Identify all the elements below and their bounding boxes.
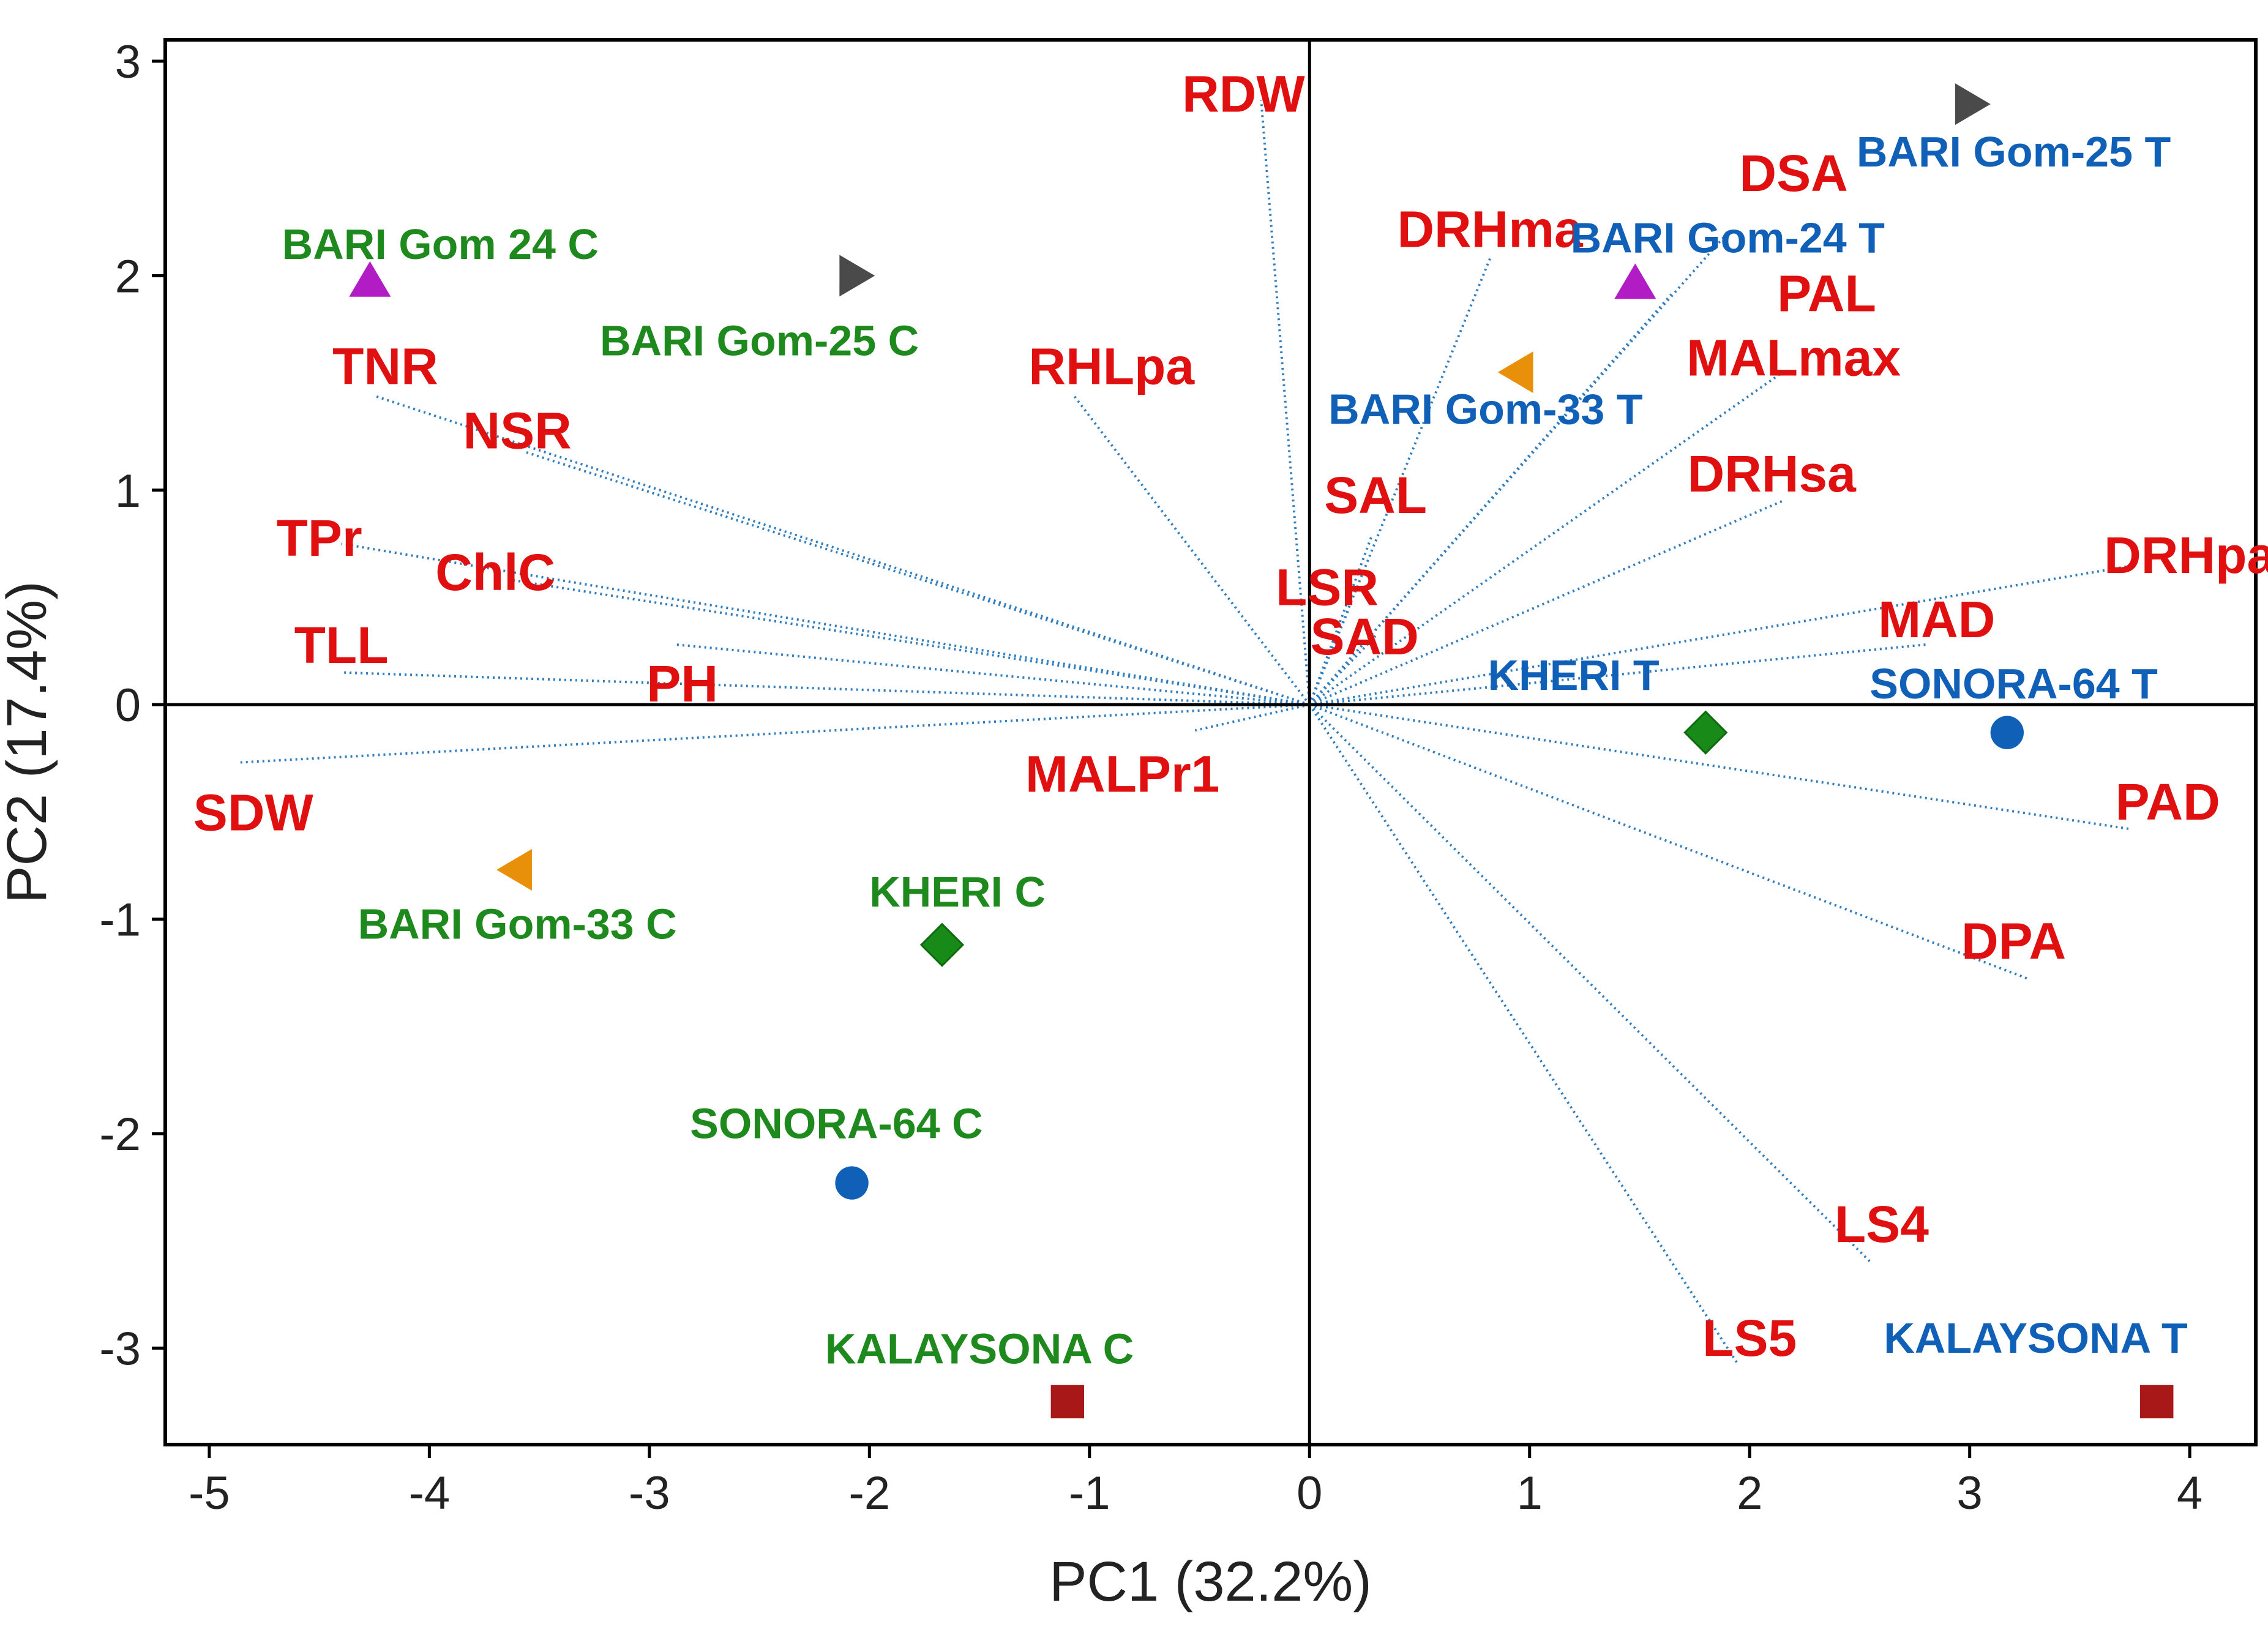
y-tick-label: -3 [99,1323,141,1375]
observation-label-bari-gom-24-t: BARI Gom-24 T [1571,214,1885,261]
variable-label-ls5: LS5 [1702,1309,1797,1367]
variable-label-malpr1: MALPr1 [1025,745,1219,802]
variable-label-drhma: DRHma [1397,200,1584,258]
variable-label-sal: SAL [1324,466,1427,524]
loading-vector-pad [1309,703,2131,831]
score-marker-bari-gom-24-t [1614,263,1656,299]
loading-vector-mad [1309,643,1926,706]
loading-vector-rdw [1260,99,1311,705]
observation-label-bari-gom-25-t: BARI Gom-25 T [1857,128,2171,176]
observation-labels: BARI Gom 24 C BARI Gom-25 C BARI Gom-33 C K… [282,128,2188,1372]
variable-label-pad: PAD [2116,773,2220,831]
variable-label-drhsa: DRHsa [1687,445,1857,503]
observation-label-bari-gom-33-c: BARI Gom-33 C [358,900,677,948]
score-marker-bari-gom-33-t [1497,351,1533,394]
variable-label-tpr: TPr [277,509,362,567]
variable-label-chlc: ChlC [435,544,555,601]
score-marker-bari-gom-25-t [1955,83,1991,125]
loading-vector-dpa [1309,703,2030,981]
y-tick-label: -1 [99,894,141,946]
y-axis-title: PC2 (17.4%) [0,581,58,903]
loading-vector-lsr [1308,607,1350,705]
loading-vector-ls5 [1308,704,1740,1366]
plot-frame [163,38,2258,1446]
variable-label-sad: SAD [1310,608,1418,665]
x-tick-label: -5 [189,1467,230,1519]
observation-label-bari-gom-33-t: BARI Gom-33 T [1328,386,1642,433]
y-tick-label: 1 [115,465,141,517]
loading-vector-rhlpa [1073,395,1311,706]
variable-label-tll: TLL [294,616,389,674]
variable-label-ls4: LS4 [1835,1195,1929,1253]
y-tick-label: 0 [115,679,141,731]
loading-vector-tpr [341,542,1310,706]
score-marker-bari-gom-25-c [839,255,875,297]
loading-vector-chlc [512,578,1310,706]
observation-label-kalaysona-c: KALAYSONA C [825,1325,1134,1372]
x-tick-label: -3 [629,1467,670,1519]
variable-label-ph: PH [646,655,718,713]
observation-label-sonora-64-t: SONORA-64 T [1869,660,2158,708]
x-axis-title: PC1 (32.2%) [1049,1550,1372,1613]
variable-label-pal: PAL [1777,264,1876,322]
variable-label-rdw: RDW [1182,65,1305,123]
observation-label-bari-gom-24-c: BARI Gom 24 C [282,220,599,268]
score-marker-kheri-t [1683,710,1728,755]
axes: -5 -4 -3 -2 -1 0 1 2 3 4 -3 -2 -1 0 1 2 3 [99,36,2258,1519]
loading-vector-sal [1308,537,1372,705]
score-marker-bari-gom-24-c [349,261,391,297]
variable-label-tnr: TNR [332,338,438,395]
x-tick-label: -4 [409,1467,451,1519]
variable-label-mad: MAD [1878,591,1995,648]
score-marker-sonora-64-c [835,1166,869,1200]
variable-label-nsr: NSR [463,402,571,460]
score-markers [349,83,2174,1419]
observation-label-sonora-64-c: SONORA-64 C [690,1099,982,1147]
score-marker-kalaysona-t [2140,1385,2174,1419]
loading-vectors [238,99,2135,1366]
x-tick-label: 2 [1737,1467,1762,1519]
y-tick-label: 2 [115,250,141,302]
x-tick-label: 0 [1297,1467,1322,1519]
score-marker-bari-gom-33-c [496,848,532,891]
variable-label-lsr: LSR [1276,558,1379,616]
x-tick-label: 4 [2177,1467,2203,1519]
score-marker-kalaysona-c [1050,1385,1085,1419]
x-tick-label: 1 [1517,1467,1543,1519]
variable-label-dsa: DSA [1739,144,1847,202]
observation-label-kheri-t: KHERI T [1488,651,1660,699]
y-tick-label: 3 [115,36,141,88]
observation-label-kheri-c: KHERI C [869,868,1046,916]
x-tick-label: 3 [1957,1467,1983,1519]
y-tick-label: -2 [99,1109,141,1161]
variable-label-rhlpa: RHLpa [1028,338,1195,395]
loading-vector-pal [1308,292,1674,706]
loading-vector-sdw [238,703,1310,764]
x-tick-label: -1 [1069,1467,1110,1519]
loading-vector-ph [675,643,1310,706]
score-marker-kheri-c [919,922,965,967]
score-marker-sonora-64-t [1990,716,2024,749]
variable-label-sdw: SDW [193,784,314,841]
variable-label-drhpa: DRHpa [2104,526,2268,584]
observation-label-kalaysona-t: KALAYSONA T [1884,1314,2188,1362]
variable-label-dpa: DPA [1961,913,2066,970]
observation-label-bari-gom-25-c: BARI Gom-25 C [600,317,919,365]
variable-label-malmax: MALmax [1686,329,1901,387]
x-tick-label: -2 [849,1467,891,1519]
loading-vector-drhpa [1309,564,2135,706]
loading-vector-tll [341,671,1310,706]
